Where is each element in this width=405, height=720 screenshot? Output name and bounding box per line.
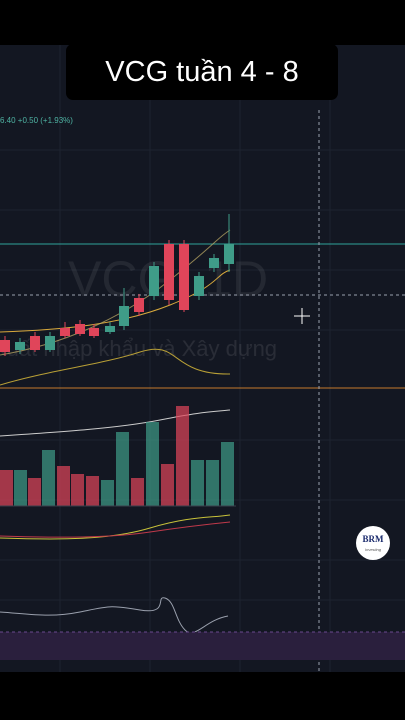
logo <box>356 526 390 560</box>
ma-line <box>0 269 231 333</box>
title: VCG tuần 4 - 8 <box>105 56 298 88</box>
logo-name: BRM <box>363 534 385 544</box>
volume-bars <box>0 406 234 506</box>
price-legend: 6.40 +0.50 (+1.93%) <box>0 116 73 125</box>
oscillator-line <box>0 597 229 634</box>
grid <box>0 45 405 672</box>
candles <box>0 214 234 356</box>
volume-ma <box>0 409 231 437</box>
watermark-company: Xuất nhập khẩu và Xây dựng <box>0 336 277 361</box>
bottom-bar <box>0 672 405 720</box>
oscillator-band <box>0 632 405 660</box>
indicator-line <box>0 521 231 538</box>
band-line <box>0 348 231 386</box>
title-box <box>66 44 338 100</box>
logo-tagline: Investing <box>365 547 382 552</box>
indicator-line <box>0 514 231 540</box>
